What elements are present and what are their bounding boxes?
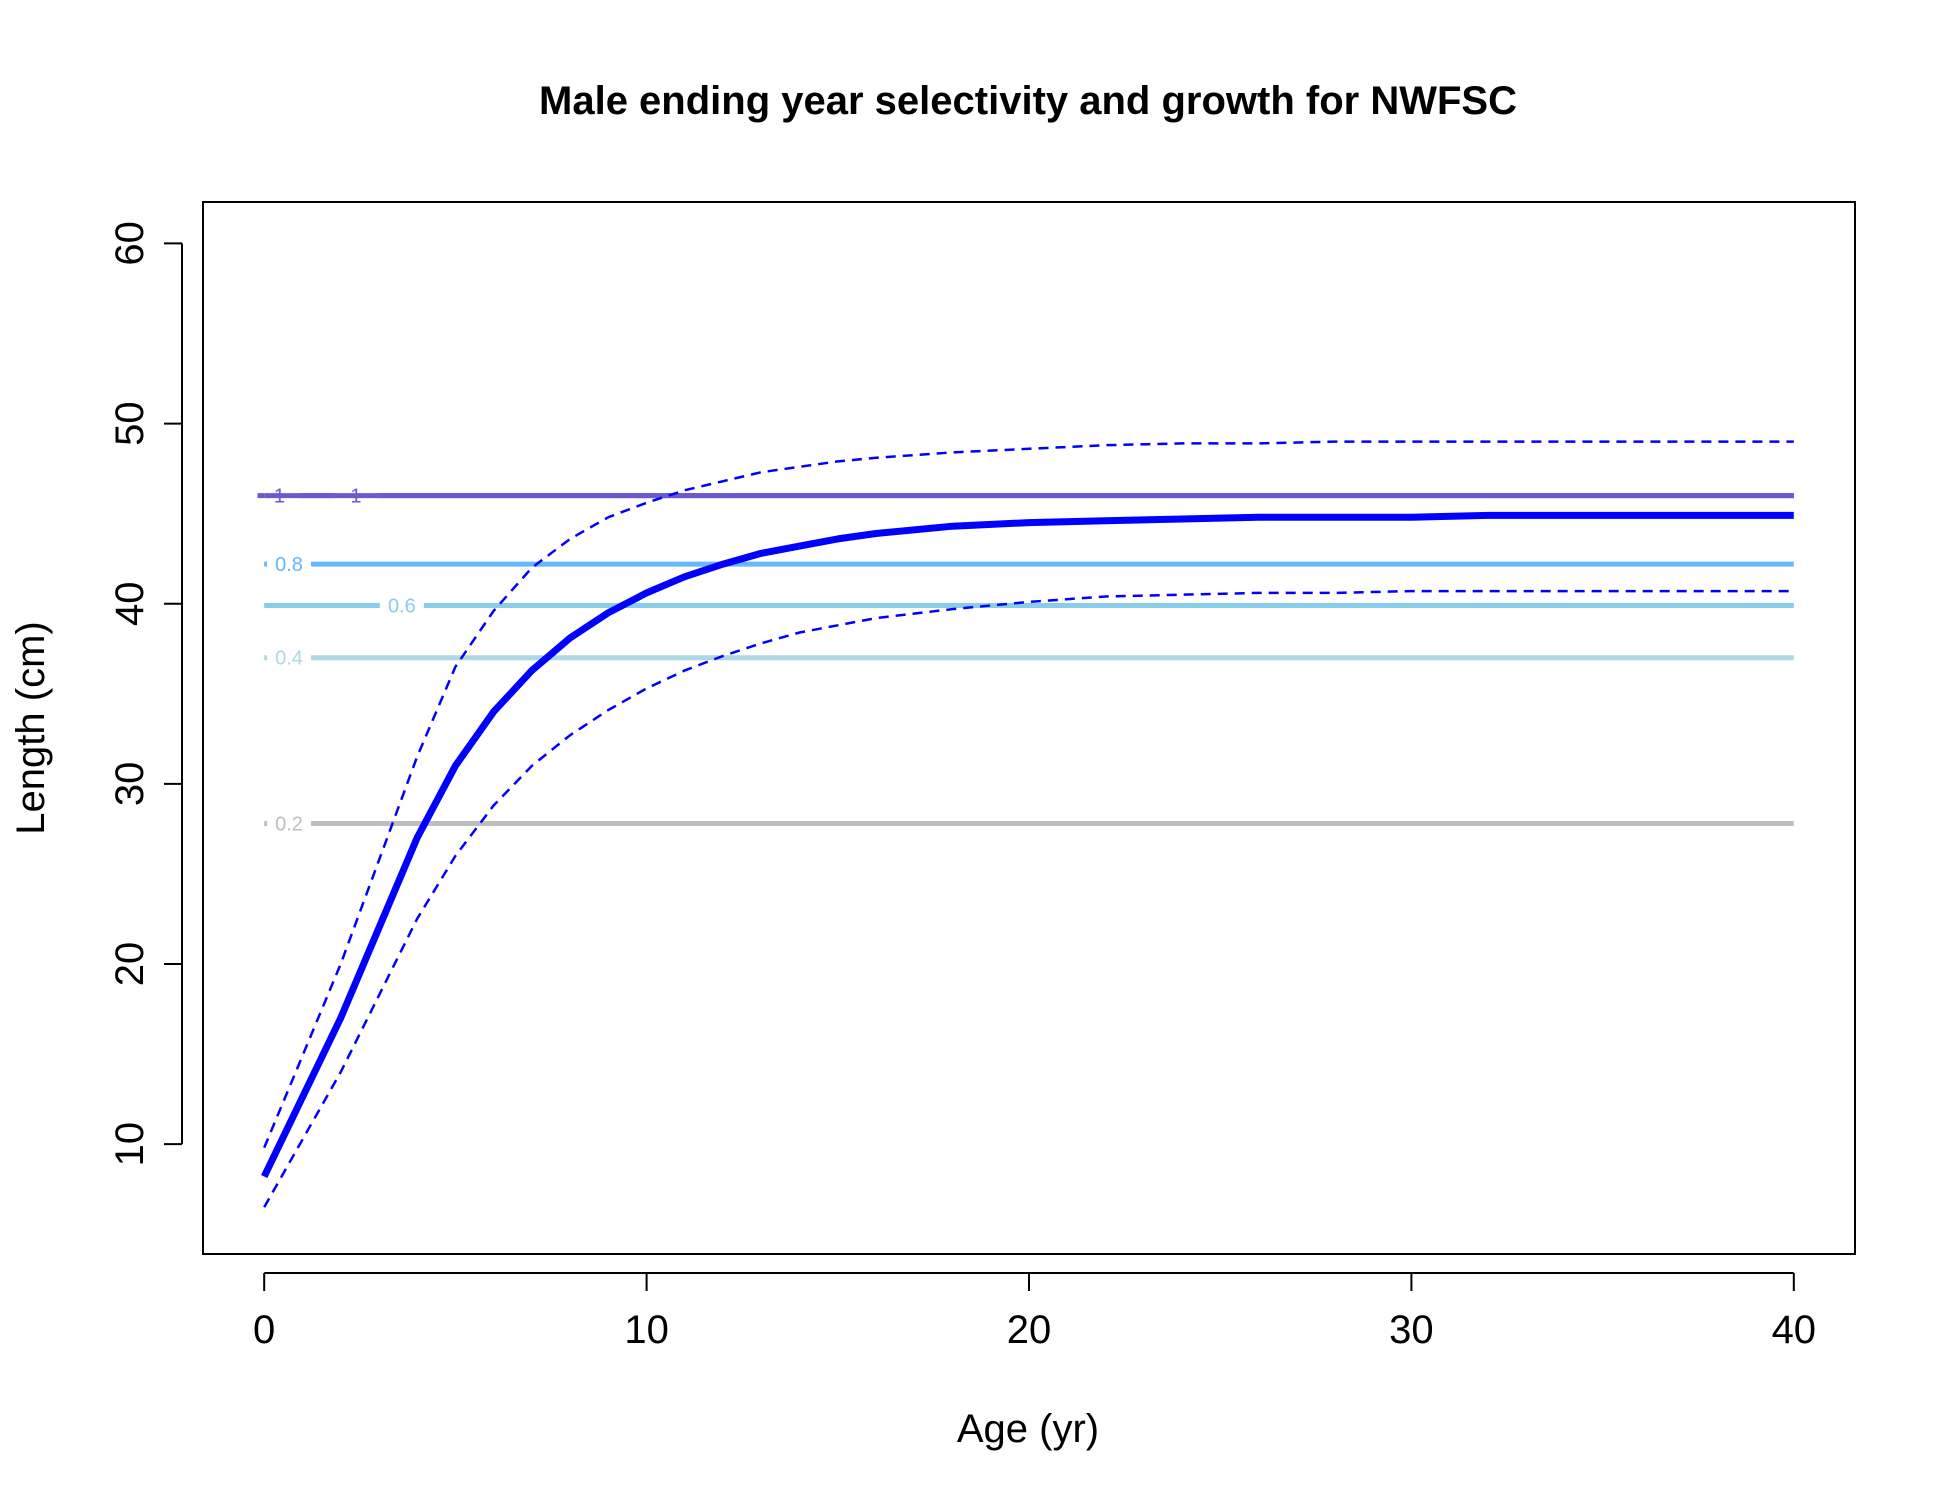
chart-title: Male ending year selectivity and growth … [539,79,1517,123]
y-tick-label: 50 [108,401,152,446]
y-tick-label: 40 [108,581,152,626]
x-tick-label: 30 [1389,1308,1434,1352]
plot-frame [202,201,1856,1255]
selectivity-contour-label: 0.4 [275,648,303,670]
y-axis-label: Length (cm) [9,621,53,834]
y-tick-label: 30 [108,762,152,807]
y-tick-label: 20 [108,942,152,987]
selectivity-contour-label: 0.2 [275,813,303,835]
growth-upper-interval-line [263,440,1794,1149]
y-tick-label: 10 [108,1122,152,1167]
x-tick-label: 10 [624,1308,669,1352]
selectivity-contour-label: 0.6 [388,596,416,618]
selectivity-contour-label: 1 [350,486,361,508]
x-tick-label: 0 [253,1308,275,1352]
selectivity-contour-label: 0.8 [275,554,303,576]
x-axis: 0 10 20 30 40 [253,1272,1817,1352]
x-axis-label: Age (yr) [957,1407,1099,1451]
y-tick-label: 60 [108,221,152,266]
growth-mean-line [261,511,1794,1179]
x-tick-label: 20 [1007,1308,1052,1352]
growth-lower-interval-line [263,589,1794,1208]
x-tick-label: 40 [1772,1308,1817,1352]
plot-area: 0.20.40.60.811 [257,440,1794,1208]
y-axis: 10 20 30 40 50 60 [108,221,183,1167]
